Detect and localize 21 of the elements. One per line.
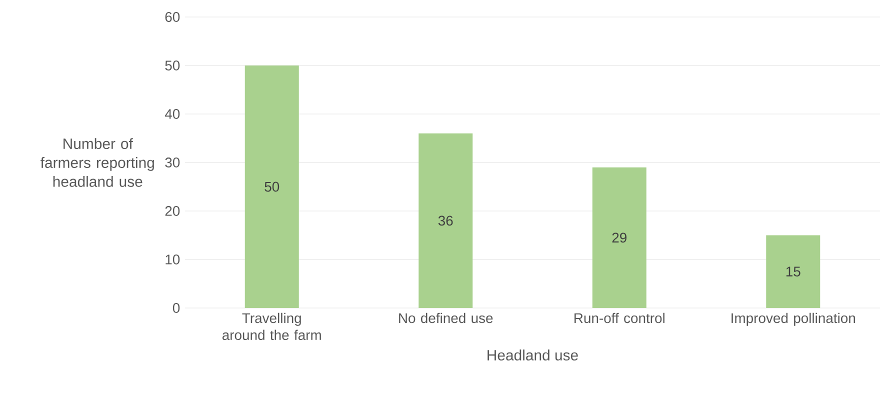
y-tick-label: 30 — [165, 158, 180, 168]
y-axis-title: Number of farmers reporting headland use — [40, 138, 154, 187]
x-tick-label: Travelling around the farm — [222, 312, 321, 340]
x-tick-label: Run-off control — [574, 312, 664, 324]
data-label: 29 — [612, 232, 626, 243]
y-tick-label: 60 — [165, 12, 180, 22]
y-tick-label: 50 — [165, 60, 180, 70]
bar — [766, 235, 820, 308]
x-tick-label: No defined use — [399, 312, 493, 324]
y-tick-label: 20 — [165, 206, 180, 216]
x-axis-title: Headland use — [488, 350, 578, 360]
x-tick-label: Improved pollination — [732, 312, 856, 326]
data-label: 15 — [786, 266, 800, 276]
bar — [418, 133, 473, 308]
y-tick-label: 10 — [166, 254, 180, 264]
bar — [592, 167, 646, 308]
data-label: 36 — [438, 216, 453, 226]
bar — [244, 66, 299, 308]
y-tick-label: 40 — [164, 109, 180, 119]
data-label: 50 — [264, 182, 280, 192]
y-tick-label: 0 — [172, 303, 180, 313]
